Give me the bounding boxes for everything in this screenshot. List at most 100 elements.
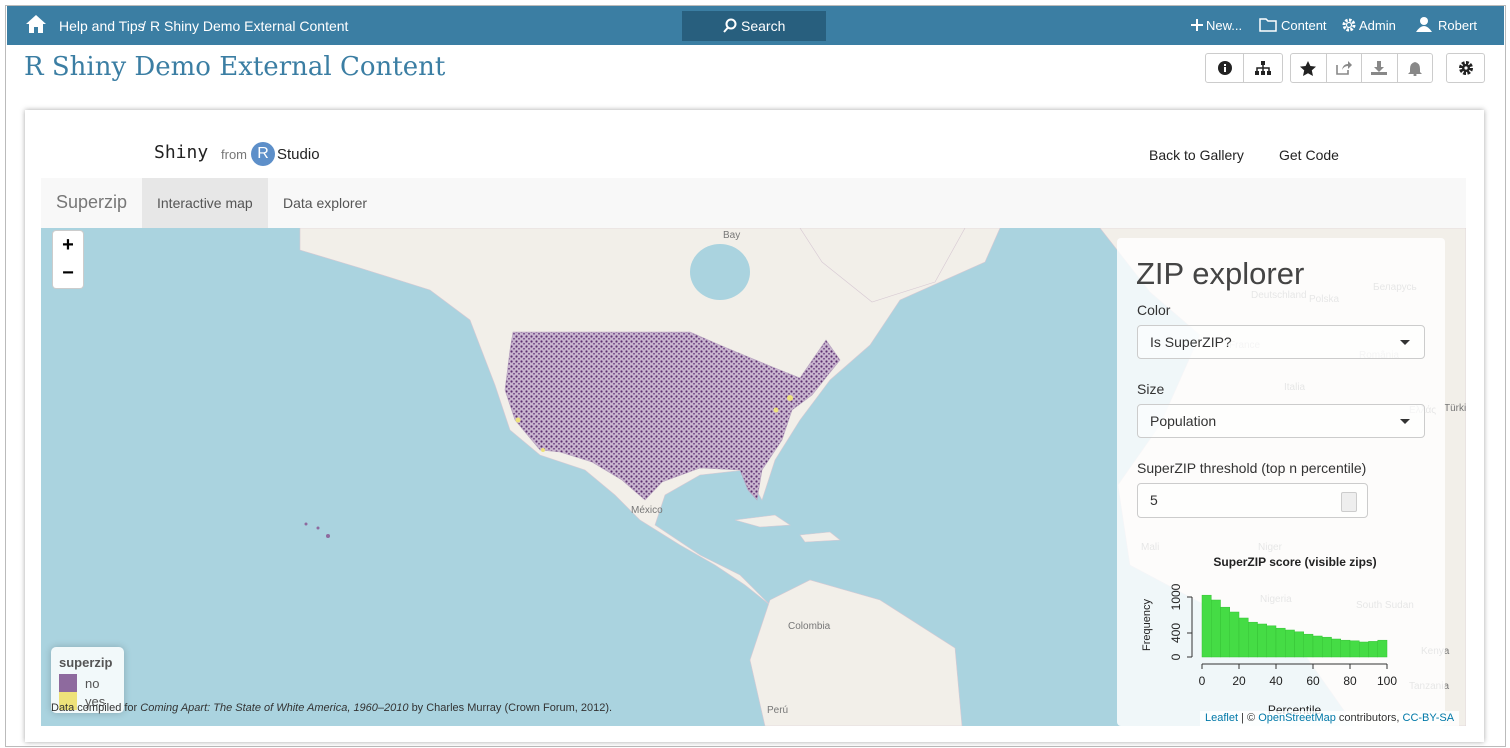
histogram-bar <box>1266 625 1277 658</box>
color-label: Color <box>1137 302 1171 318</box>
histogram-bar <box>1377 639 1388 658</box>
toolbar-group <box>1205 53 1283 83</box>
legend-swatch <box>59 692 77 710</box>
map-attribution: Leaflet | © OpenStreetMap contributors, … <box>1200 711 1460 726</box>
breadcrumb-current: R Shiny Demo External Content <box>150 18 349 34</box>
get-code[interactable]: Get Code <box>1279 147 1339 163</box>
leaflet-link[interactable]: Leaflet <box>1205 712 1239 724</box>
tab-bar: Superzip Interactive map Data explorer <box>41 178 1466 229</box>
island <box>316 526 320 530</box>
histogram-bar <box>1294 631 1304 658</box>
map-label: Colombia <box>788 621 831 632</box>
download-button[interactable] <box>1362 54 1398 82</box>
y-tick-label: 400 <box>1169 623 1183 643</box>
x-tick-label: 100 <box>1377 674 1397 688</box>
histogram-bar <box>1238 617 1249 658</box>
threshold-label: SuperZIP threshold (top n percentile) <box>1137 460 1367 476</box>
x-tick-label: 0 <box>1199 674 1206 688</box>
zoom-in[interactable]: + <box>52 230 84 261</box>
histogram: SuperZIP score (visible zips)FrequencyPe… <box>1141 555 1397 717</box>
land <box>749 579 963 726</box>
user-icon <box>1416 17 1432 32</box>
histogram-bar <box>1220 606 1230 658</box>
attribution-book: Coming Apart: The State of White America… <box>140 702 409 714</box>
app-header: Shiny from R Studio Back to Gallery Get … <box>41 128 1466 178</box>
map-label: México <box>631 505 663 516</box>
histogram-bar <box>1201 594 1212 658</box>
histogram-bar <box>1340 639 1351 658</box>
histogram-bar <box>1229 611 1240 658</box>
histogram-bar <box>1368 641 1378 658</box>
legend: superzip no yes <box>51 647 124 713</box>
histogram-bar <box>1359 641 1369 658</box>
legend-label: no <box>85 676 100 691</box>
select-value: Population <box>1150 413 1217 429</box>
x-tick-label: 80 <box>1343 674 1357 688</box>
superzip-point <box>515 417 521 423</box>
favorite-button[interactable] <box>1291 54 1327 82</box>
legend-swatch <box>59 674 77 692</box>
menu-new[interactable]: New... <box>1206 18 1243 33</box>
page-title: R Shiny Demo External Content <box>24 52 446 82</box>
x-tick-label: 20 <box>1232 674 1246 688</box>
histogram-bar <box>1285 629 1295 658</box>
plus-icon <box>1191 19 1203 31</box>
brand-shiny: Shiny <box>154 142 209 163</box>
menu-user[interactable]: Robert <box>1438 18 1478 33</box>
back-to-gallery[interactable]: Back to Gallery <box>1149 147 1244 163</box>
size-select[interactable]: Population <box>1137 404 1425 438</box>
search-box[interactable]: Search <box>682 11 826 41</box>
osm-link[interactable]: OpenStreetMap <box>1258 712 1336 724</box>
menu-content[interactable]: Content <box>1281 18 1327 33</box>
island <box>304 522 308 526</box>
size-label: Size <box>1137 381 1165 397</box>
histogram-bar <box>1257 623 1267 658</box>
zoom-out[interactable]: − <box>52 259 84 289</box>
breadcrumb-separator: / <box>142 18 146 34</box>
notify-button[interactable] <box>1398 54 1433 82</box>
top-nav: Help and Tips / R Shiny Demo External Co… <box>7 6 1504 45</box>
toolbar-group <box>1290 53 1433 83</box>
x-tick-label: 40 <box>1269 674 1283 688</box>
search-icon <box>723 18 737 33</box>
sitemap-button[interactable] <box>1244 54 1281 82</box>
map-label: Bay <box>723 230 740 241</box>
color-select[interactable]: Is SuperZIP? <box>1137 325 1425 359</box>
attribution-text: Data compiled for <box>51 702 138 714</box>
window-border <box>5 5 1506 747</box>
menu-admin[interactable]: Admin <box>1359 18 1396 33</box>
zip-points <box>504 331 841 501</box>
attribution-text: contributors, <box>1338 712 1400 724</box>
home-icon[interactable] <box>25 14 47 34</box>
panel-title: ZIP explorer <box>1136 256 1305 291</box>
threshold-input[interactable]: 5 <box>1137 483 1368 518</box>
histogram-bar <box>1349 640 1360 658</box>
settings-button[interactable] <box>1447 54 1484 82</box>
map-label: Türkiye <box>1444 403 1466 414</box>
data-attribution: Data compiled for Coming Apart: The Stat… <box>51 702 612 714</box>
water <box>690 244 750 300</box>
breadcrumb-link[interactable]: Help and Tips <box>59 18 145 34</box>
attribution-text: by Charles Murray (Crown Forum, 2012). <box>411 702 613 714</box>
y-axis-label: Frequency <box>1141 599 1153 651</box>
info-button[interactable] <box>1206 54 1244 82</box>
land <box>799 228 966 303</box>
map-label: Perú <box>767 705 788 716</box>
app-brand[interactable]: Superzip <box>56 192 128 212</box>
y-tick-label: 1000 <box>1169 583 1183 610</box>
y-tick-label: 0 <box>1169 653 1183 660</box>
tab-active[interactable]: Interactive map <box>142 178 268 228</box>
share-button[interactable] <box>1327 54 1362 82</box>
tab-label[interactable]: Data explorer <box>283 195 368 211</box>
attribution-text: | © <box>1241 712 1256 724</box>
license-link[interactable]: CC-BY-SA <box>1402 712 1455 724</box>
tab-label: Interactive map <box>157 195 253 211</box>
land <box>799 531 841 543</box>
brand-from: from <box>221 147 247 162</box>
histogram-bar <box>1331 638 1341 658</box>
legend-label: yes <box>85 694 106 709</box>
toolbar-group <box>1446 53 1485 83</box>
legend-title: superzip <box>59 655 113 670</box>
brand-studio: Studio <box>277 146 320 163</box>
